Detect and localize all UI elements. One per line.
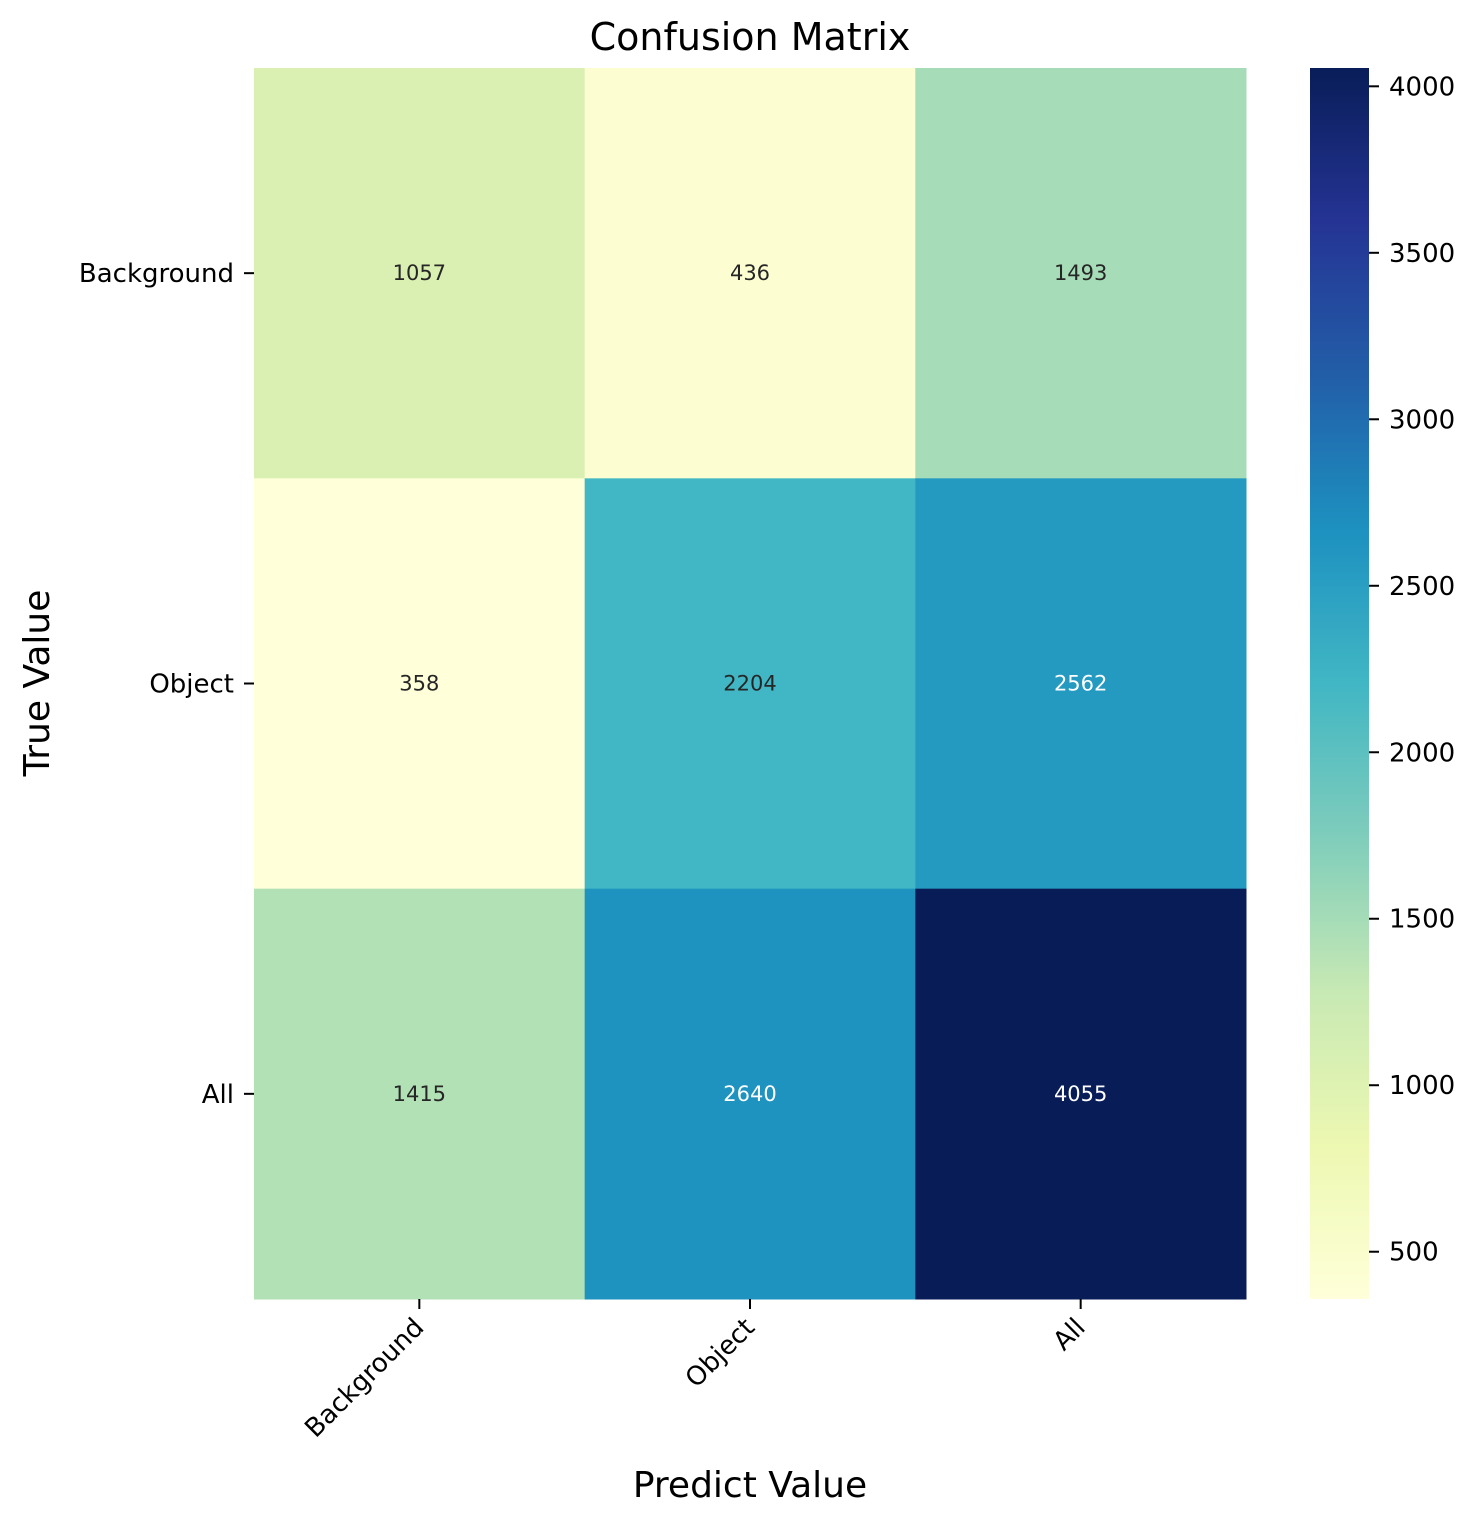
colorbar-tick-label: 2500: [1389, 572, 1455, 602]
cell-value-1-1: 2204: [723, 672, 776, 696]
colorbar-tick-label: 500: [1389, 1238, 1439, 1268]
heatmap-cell-0-2: [915, 68, 1247, 479]
colorbar-tick-label: 4000: [1389, 72, 1455, 102]
heatmap-cell-1-0: [254, 478, 586, 890]
heatmap-cell-0-0: [254, 68, 586, 479]
heatmap-cell-0-1: [584, 68, 916, 479]
colorbar-axis: 500 1000 1500 2000 2500 3000 3500 4000: [1369, 72, 1455, 1268]
x-axis-label: Predict Value: [633, 1465, 867, 1506]
heatmap-cell-1-1: [584, 478, 916, 890]
x-tick-label: Object: [680, 1313, 761, 1394]
cell-value-2-1: 2640: [723, 1082, 776, 1106]
y-tick-label: Background: [79, 259, 234, 289]
y-axis-label: True Value: [17, 590, 58, 778]
heatmap-cell-2-2: [915, 888, 1247, 1300]
colorbar-tick-label: 3000: [1389, 405, 1455, 435]
x-axis: Background Object All: [299, 1299, 1092, 1444]
cell-value-0-2: 1493: [1054, 261, 1107, 285]
heatmap-cell-2-0: [254, 888, 586, 1300]
cell-value-1-2: 2562: [1054, 672, 1107, 696]
colorbar: [1310, 68, 1369, 1299]
colorbar-tick-label: 3500: [1389, 239, 1455, 269]
chart-title: Confusion Matrix: [590, 15, 911, 59]
x-tick-label: All: [1048, 1313, 1092, 1357]
cell-value-0-0: 1057: [393, 261, 446, 285]
cell-value-2-2: 4055: [1054, 1082, 1107, 1106]
cell-value-0-1: 436: [730, 261, 770, 285]
heatmap-cell-2-1: [584, 888, 916, 1300]
y-tick-label: Object: [149, 670, 234, 700]
y-tick-label: All: [202, 1080, 234, 1110]
y-axis: Background Object All: [79, 259, 254, 1110]
colorbar-tick-label: 1000: [1389, 1071, 1455, 1101]
cell-value-2-0: 1415: [393, 1082, 446, 1106]
colorbar-tick-label: 1500: [1389, 905, 1455, 935]
colorbar-tick-label: 2000: [1389, 738, 1455, 768]
heatmap-cells: 1057 436 1493 358 2204 2562 1415 2640 4055: [254, 68, 1247, 1300]
x-tick-label: Background: [299, 1313, 430, 1444]
cell-value-1-0: 358: [399, 672, 439, 696]
heatmap-cell-1-2: [915, 478, 1247, 890]
